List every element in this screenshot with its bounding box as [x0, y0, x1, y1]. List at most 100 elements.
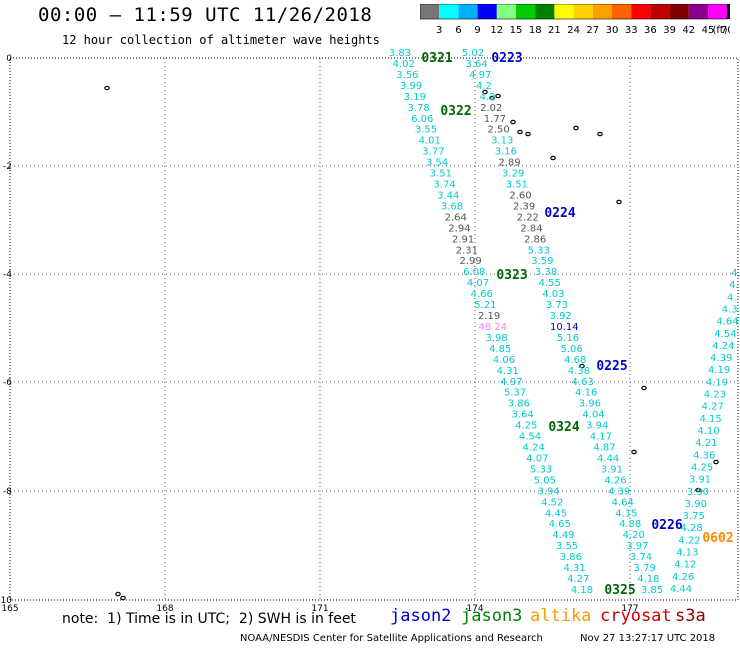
wave-height-value: 2.89	[498, 158, 520, 169]
wave-height-value: 3.86	[560, 552, 582, 563]
wave-height-value: 3.78	[407, 103, 429, 114]
wave-height-value: 10.14	[550, 322, 579, 333]
island-outline	[115, 591, 121, 597]
pass-label: 0224	[544, 206, 575, 221]
scale-swatch	[727, 4, 730, 19]
lon-tick-label: 171	[311, 604, 328, 614]
legend-altika: altika	[530, 606, 592, 626]
wave-height-value: 2.84	[520, 223, 542, 234]
wave-height-value: 4.26	[604, 475, 626, 486]
wave-height-value: 3.56	[396, 70, 418, 81]
wave-height-value: 4.20	[623, 530, 645, 541]
wave-height-value: 4.3	[722, 304, 738, 315]
island-outline	[517, 129, 523, 135]
island-outline	[641, 385, 647, 391]
wave-height-value: 6.08	[463, 267, 485, 278]
island-outline	[573, 125, 579, 131]
wave-height-value: 4.18	[637, 574, 659, 585]
wave-height-value: 2.64	[445, 212, 467, 223]
wave-height-value: 4.44	[670, 584, 692, 595]
wave-height-value: 4.19	[706, 377, 728, 388]
wave-height-value: 4.88	[619, 519, 641, 530]
wave-height-value: 4.16	[575, 388, 597, 399]
wave-height-value: 4.85	[489, 344, 511, 355]
wave-height-value: 4.39	[710, 353, 732, 364]
island-outline	[120, 595, 126, 601]
wave-height-value: 2.91	[452, 234, 474, 245]
wave-height-value: 4.55	[539, 278, 561, 289]
wave-height-value: 3.91	[689, 475, 711, 486]
wave-height-value: 4.25	[691, 462, 713, 473]
wave-height-value: 4.15	[615, 508, 637, 519]
scale-tick-label: 12	[490, 25, 503, 36]
wave-height-value: 4.44	[597, 453, 619, 464]
wave-height-value: 4.	[731, 268, 740, 279]
wave-height-value: 5.33	[530, 464, 552, 475]
lat-tick-label: -4	[3, 270, 12, 280]
scale-tick-label: 36	[644, 25, 657, 36]
wave-height-value: 4.39	[608, 486, 630, 497]
wave-height-value: 2.94	[448, 223, 470, 234]
lat-tick-label: 0	[6, 54, 12, 64]
scale-swatch	[496, 4, 516, 19]
wave-height-value: 3.90	[685, 499, 707, 510]
wave-height-value: 3.13	[491, 136, 513, 147]
wave-height-value: 3.92	[550, 311, 572, 322]
wave-height-value: 4.25	[515, 421, 537, 432]
wave-height-value: 5.37	[504, 388, 526, 399]
wave-height-value: 5.16	[557, 333, 579, 344]
credit-line: NOAA/NESDIS Center for Satellite Applica…	[240, 633, 543, 644]
wave-height-value: 4.24	[712, 341, 734, 352]
wave-height-value: 4.19	[708, 365, 730, 376]
wave-height-value: 3.94	[586, 421, 608, 432]
wave-height-value: 3.74	[630, 552, 652, 563]
pass-label: 0322	[440, 104, 471, 119]
wave-height-value: 48.24	[479, 322, 508, 333]
wave-height-value: 4.22	[678, 535, 700, 546]
scale-tick-label: 42	[682, 25, 695, 36]
wave-height-value: 2.86	[524, 234, 546, 245]
wave-height-value: 4.31	[497, 366, 519, 377]
wave-height-value: 4.2	[480, 92, 496, 103]
legend-jason3: jason3	[461, 606, 523, 626]
wave-height-value: 3.75	[683, 511, 705, 522]
wave-height-color-scale: 36912151821242730333639424570(ft)	[420, 4, 730, 36]
island-outline	[489, 95, 495, 101]
island-outline	[695, 487, 701, 493]
wave-height-value: 5.02	[462, 48, 484, 59]
scale-swatch	[688, 4, 708, 19]
wave-height-value: 4.01	[419, 136, 441, 147]
wave-height-value: 4.54	[519, 432, 541, 443]
island-outline	[713, 459, 719, 465]
wave-height-value: 3.51	[430, 169, 452, 180]
map-subtitle: 12 hour collection of altimeter wave hei…	[62, 33, 380, 47]
scale-tick-label: 9	[474, 25, 480, 36]
pass-label: 0323	[496, 268, 527, 283]
wave-height-value: 4.64	[612, 497, 634, 508]
scale-swatch	[592, 4, 612, 19]
wave-height-value: 3.83	[389, 48, 411, 59]
scale-tick-label: 27	[586, 25, 599, 36]
island-outline	[495, 93, 501, 99]
lon-tick-label: 168	[156, 604, 173, 614]
wave-height-value: 3.94	[537, 486, 559, 497]
wave-height-value: 4.87	[593, 443, 615, 454]
scale-tick-label: 30	[606, 25, 619, 36]
wave-height-value: 3.90	[687, 487, 709, 498]
wave-height-value: 4.28	[680, 523, 702, 534]
wave-height-value: 3.29	[502, 169, 524, 180]
wave-height-value: 4.31	[563, 563, 585, 574]
wave-height-value: 3.85	[641, 585, 663, 596]
wave-height-value: 4.68	[564, 355, 586, 366]
wave-height-value: 1.77	[484, 114, 506, 125]
wave-height-value: 3.99	[400, 81, 422, 92]
wave-height-value: 3.16	[495, 147, 517, 158]
legend-jason2: jason2	[390, 606, 452, 626]
scale-tick-label: 18	[529, 25, 542, 36]
lon-tick-label: 165	[1, 604, 18, 614]
wave-height-value: 2.02	[480, 103, 502, 114]
wave-height-value: 4.97	[469, 70, 491, 81]
wave-height-value: 5.06	[560, 344, 582, 355]
island-outline	[482, 89, 488, 95]
scale-border	[420, 4, 728, 20]
